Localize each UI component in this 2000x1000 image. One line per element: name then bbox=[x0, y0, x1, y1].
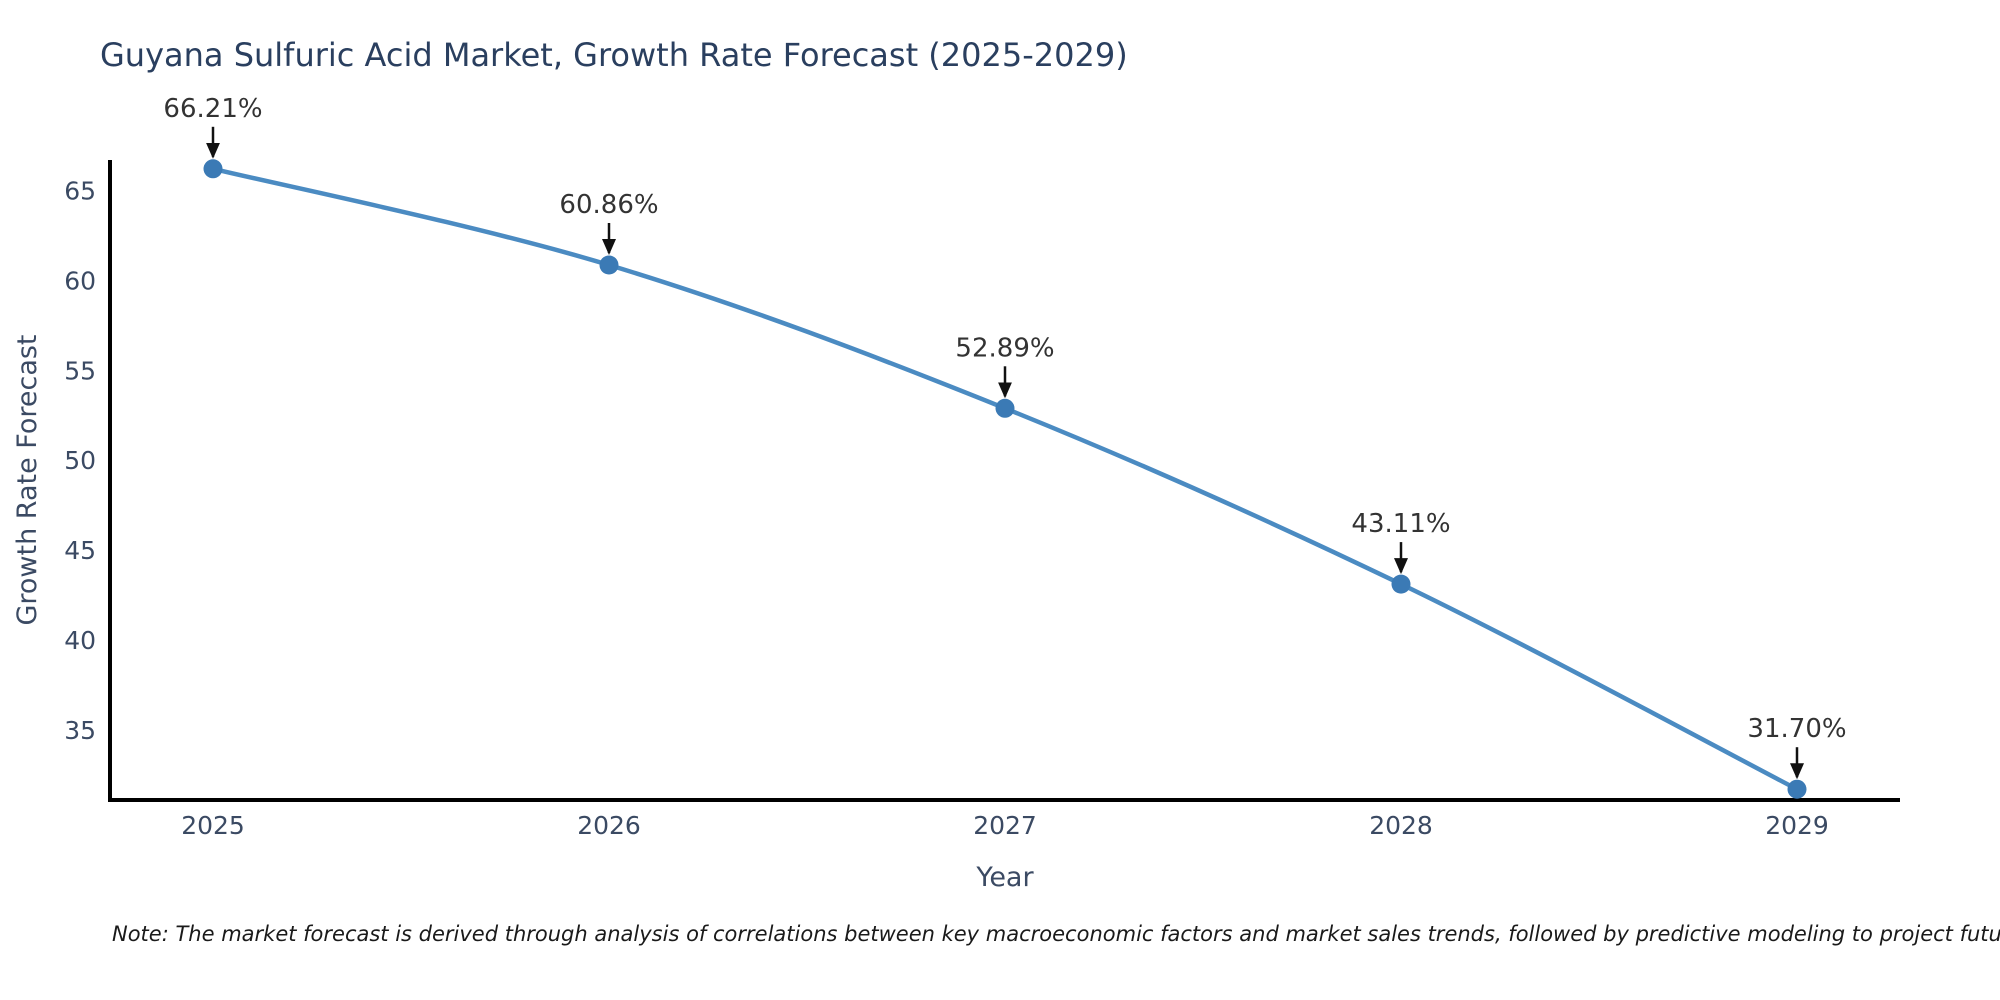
data-point bbox=[1391, 574, 1411, 594]
data-point bbox=[1787, 779, 1807, 799]
point-label: 31.70% bbox=[1747, 714, 1846, 744]
y-tick-label: 55 bbox=[64, 356, 96, 385]
y-axis-title: Growth Rate Forecast bbox=[12, 334, 43, 625]
x-tick-label: 2027 bbox=[973, 811, 1037, 840]
x-tick-label: 2029 bbox=[1765, 811, 1829, 840]
data-point bbox=[203, 159, 223, 179]
trend-line bbox=[210, 166, 1800, 792]
y-tick-label: 40 bbox=[64, 626, 96, 655]
x-tick-label: 2025 bbox=[181, 811, 245, 840]
axes bbox=[108, 160, 1900, 802]
data-point bbox=[995, 398, 1015, 418]
footnote: Note: The market forecast is derived thr… bbox=[112, 922, 2000, 946]
y-tick-label: 45 bbox=[64, 536, 96, 565]
point-annotations: 66.21% 60.86% 52.89% 43.11% 31.70% bbox=[163, 94, 1847, 780]
y-tick-label: 35 bbox=[64, 716, 96, 745]
x-tick-label: 2026 bbox=[577, 811, 641, 840]
y-tick-labels: 35 40 45 50 55 60 65 bbox=[64, 177, 96, 745]
x-tick-label: 2028 bbox=[1369, 811, 1433, 840]
y-tick-label: 65 bbox=[64, 177, 96, 206]
chart-title: Guyana Sulfuric Acid Market, Growth Rate… bbox=[100, 36, 1128, 74]
point-label: 43.11% bbox=[1351, 509, 1450, 539]
point-label: 52.89% bbox=[955, 333, 1054, 363]
x-axis-title: Year bbox=[975, 862, 1034, 893]
point-label: 66.21% bbox=[163, 94, 262, 124]
data-series bbox=[203, 159, 1807, 799]
y-tick-label: 50 bbox=[64, 446, 96, 475]
y-tick-label: 60 bbox=[64, 266, 96, 295]
data-point bbox=[599, 255, 619, 275]
x-tick-labels: 2025 2026 2027 2028 2029 bbox=[181, 811, 1829, 840]
point-label: 60.86% bbox=[559, 190, 658, 220]
